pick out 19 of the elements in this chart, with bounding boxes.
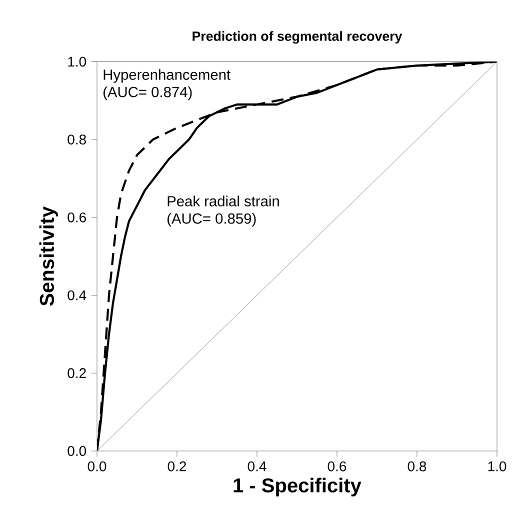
y-tick-label: 0.0 (68, 446, 86, 456)
y-tick-label: 1.0 (68, 56, 86, 67)
annotation: (AUC= 0.859) (167, 212, 256, 227)
series-label: Peak radial strain (168, 196, 279, 206)
annotation: (AUC= 0.874) (103, 86, 192, 100)
series-label: Hyperenhancement (104, 69, 230, 83)
x-tick-label: 0.2 (168, 461, 186, 472)
x-tick-label: 0.0 (88, 461, 106, 472)
x-tick-label: 0.8 (408, 461, 426, 472)
x-tick-label: 1.0 (488, 461, 506, 472)
x-tick-label: 0.6 (328, 461, 346, 472)
y-tick-label: 0.6 (68, 212, 86, 222)
x-axis-title: 1 - Specificity (234, 478, 362, 496)
y-tick-label: 0.8 (68, 134, 86, 144)
y-axis-title: Sensitivity (39, 206, 58, 306)
x-tick-label: 0.4 (248, 461, 266, 472)
y-tick-label: 0.4 (68, 290, 86, 300)
y-tick-label: 0.2 (68, 368, 86, 378)
chart-title: Prediction of segmental recovery (192, 31, 402, 44)
